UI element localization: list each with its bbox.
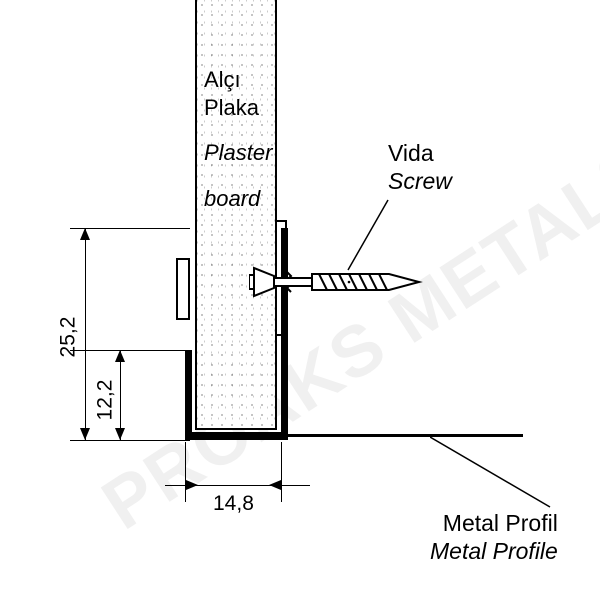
profile-label: Metal Profil Metal Profile	[430, 510, 558, 565]
arrow-252-bot	[80, 428, 90, 440]
screw-en: Screw	[388, 168, 452, 194]
watermark-reg: ®	[590, 140, 600, 194]
arrow-w-left	[186, 480, 198, 490]
plasterboard-label: Alçı Plaka Plaster board	[204, 66, 272, 212]
dim-ext-bot	[70, 440, 190, 441]
plaster-en1: Plaster	[204, 139, 272, 167]
dim-line-252	[85, 228, 86, 440]
profile-bottom	[185, 432, 288, 440]
dim-252-label: 25,2	[56, 317, 80, 358]
plaster-tr2: Plaka	[204, 95, 259, 120]
plaster-tr1: Alçı	[204, 67, 241, 92]
dim-w-ext2	[281, 442, 282, 502]
arrow-122-bot	[115, 428, 125, 440]
plaster-en2: board	[204, 185, 272, 213]
screw-leader	[340, 195, 400, 275]
dim-122-label: 12,2	[93, 380, 117, 421]
arrow-w-right	[269, 480, 281, 490]
profile-en: Metal Profile	[430, 538, 558, 564]
screw-tr: Vida	[388, 140, 434, 166]
dim-w-ext1	[185, 442, 186, 502]
arrow-252-top	[80, 228, 90, 240]
dim-w-label: 14,8	[213, 492, 254, 516]
plasterboard	[195, 0, 277, 430]
profile-left-wall	[185, 350, 192, 440]
dim-ext-mid	[70, 350, 192, 351]
arrow-122-top	[115, 350, 125, 362]
profile-right-wall	[281, 228, 288, 438]
diagram-root: PROAKS METAL® Alçı Plaka Plaster board V…	[0, 0, 600, 600]
dim-line-122	[120, 350, 121, 440]
profile-leader	[430, 437, 560, 517]
left-clip	[176, 258, 190, 320]
screw-label: Vida Screw	[388, 140, 452, 195]
